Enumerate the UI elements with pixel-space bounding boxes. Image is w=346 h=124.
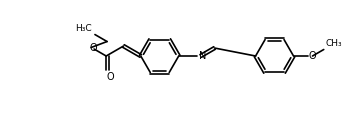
Text: O: O <box>106 72 114 82</box>
Text: O: O <box>309 51 316 61</box>
Text: H₃C: H₃C <box>75 24 92 32</box>
Text: CH₃: CH₃ <box>326 39 342 47</box>
Text: O: O <box>89 43 97 53</box>
Text: N: N <box>199 51 206 61</box>
